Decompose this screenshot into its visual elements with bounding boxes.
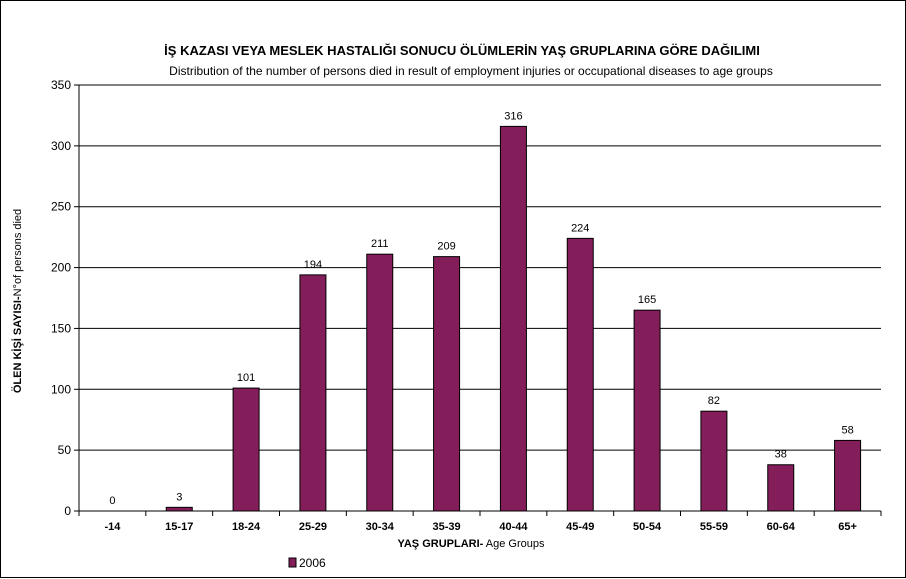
x-tick-label: 30-34 [366,521,395,533]
y-tick-label: 250 [51,200,71,214]
data-label: 101 [237,372,255,384]
bar [232,387,260,512]
y-tick-label: 350 [51,78,71,92]
chart-subtitle: Distribution of the number of persons di… [169,64,773,78]
x-tick-label: 15-17 [165,521,193,533]
bar [700,410,728,512]
x-tick-label: 40-44 [499,521,528,533]
axes [78,85,881,512]
x-tick-label: 25-29 [299,521,327,533]
y-tick-label: 50 [58,443,72,457]
x-tick-label: 65+ [838,521,857,533]
bar [499,125,527,512]
data-label: 211 [371,238,389,250]
x-tick-label: 50-54 [633,521,662,533]
data-label: 82 [708,395,720,407]
bar [834,439,862,512]
x-axis-label: YAŞ GRUPLARI- Age Groups [398,538,545,550]
data-label: 224 [571,222,589,234]
x-tick-label: -14 [104,521,121,533]
y-axis-label: ÖLEN KİŞİ SAYISI-N°of persons died [11,209,24,393]
y-tick-label: 0 [64,504,71,518]
data-label: 58 [841,424,853,436]
data-label: 194 [304,259,322,271]
y-axis-label-bold: ÖLEN KİŞİ SAYISI- [11,296,24,393]
bar [299,274,327,512]
y-axis-ticks: 0 50 100 150 200 250 300 350 [51,78,79,518]
bar [633,309,661,512]
data-labels: 0 3 101 194 211 209 316 224 165 82 38 58 [109,110,853,507]
x-axis-label-rest: Age Groups [483,538,545,550]
gridlines [79,84,881,451]
y-tick-label: 100 [51,382,71,396]
data-label: 209 [437,241,455,253]
bar [566,237,594,512]
data-label: 0 [109,495,115,507]
x-tick-label: 55-59 [700,521,728,533]
x-tick-label: 18-24 [232,521,261,533]
bar [433,256,461,512]
x-axis-ticks: -14 15-17 18-24 25-29 30-34 35-39 40-44 45-49 50… [78,511,882,533]
y-axis-label-rest: N°of persons died [12,209,24,297]
y-tick-label: 300 [51,139,71,153]
data-label: 316 [504,110,522,122]
data-label: 38 [775,449,787,461]
legend: 2006 [288,556,326,570]
bar [366,253,394,512]
y-tick-label: 200 [51,261,71,275]
x-tick-label: 60-64 [767,521,796,533]
bars [165,125,862,512]
legend-label: 2006 [299,556,326,570]
data-label: 3 [176,491,182,503]
data-label: 165 [638,294,656,306]
chart-title: İŞ KAZASI VEYA MESLEK HASTALIĞI SONUCU Ö… [164,43,760,58]
bar [767,464,795,512]
bar [165,506,193,512]
y-tick-label: 150 [51,321,71,335]
x-tick-label: 45-49 [566,521,594,533]
x-tick-label: 35-39 [433,521,461,533]
legend-swatch [288,557,297,568]
x-axis-label-bold: YAŞ GRUPLARI- [398,538,484,550]
